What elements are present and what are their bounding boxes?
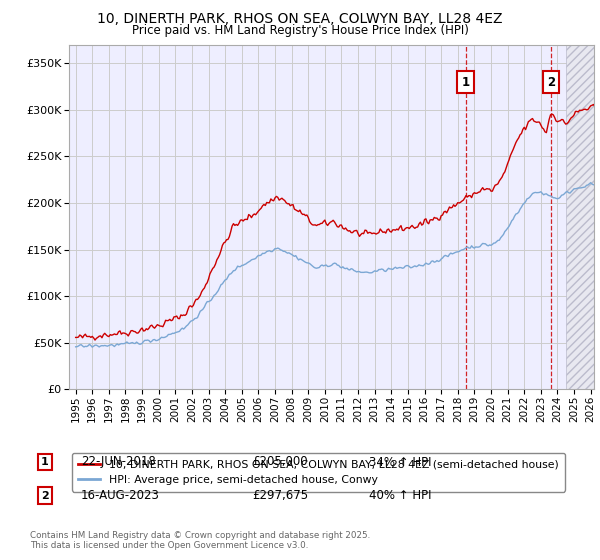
Text: £205,000: £205,000 <box>252 455 308 469</box>
Legend: 10, DINERTH PARK, RHOS ON SEA, COLWYN BAY, LL28 4EZ (semi-detached house), HPI: : 10, DINERTH PARK, RHOS ON SEA, COLWYN BA… <box>72 453 565 492</box>
Text: £297,675: £297,675 <box>252 489 308 502</box>
Bar <box>566 45 600 389</box>
Text: 1: 1 <box>41 457 49 467</box>
Text: 2: 2 <box>547 76 555 88</box>
Text: 40% ↑ HPI: 40% ↑ HPI <box>369 489 431 502</box>
Text: 16-AUG-2023: 16-AUG-2023 <box>81 489 160 502</box>
Text: Contains HM Land Registry data © Crown copyright and database right 2025.
This d: Contains HM Land Registry data © Crown c… <box>30 530 370 550</box>
Text: Price paid vs. HM Land Registry's House Price Index (HPI): Price paid vs. HM Land Registry's House … <box>131 24 469 36</box>
Text: 2: 2 <box>41 491 49 501</box>
Text: 1: 1 <box>461 76 470 88</box>
Text: 22-JUN-2018: 22-JUN-2018 <box>81 455 156 469</box>
Text: 34% ↑ HPI: 34% ↑ HPI <box>369 455 431 469</box>
Text: 10, DINERTH PARK, RHOS ON SEA, COLWYN BAY, LL28 4EZ: 10, DINERTH PARK, RHOS ON SEA, COLWYN BA… <box>97 12 503 26</box>
